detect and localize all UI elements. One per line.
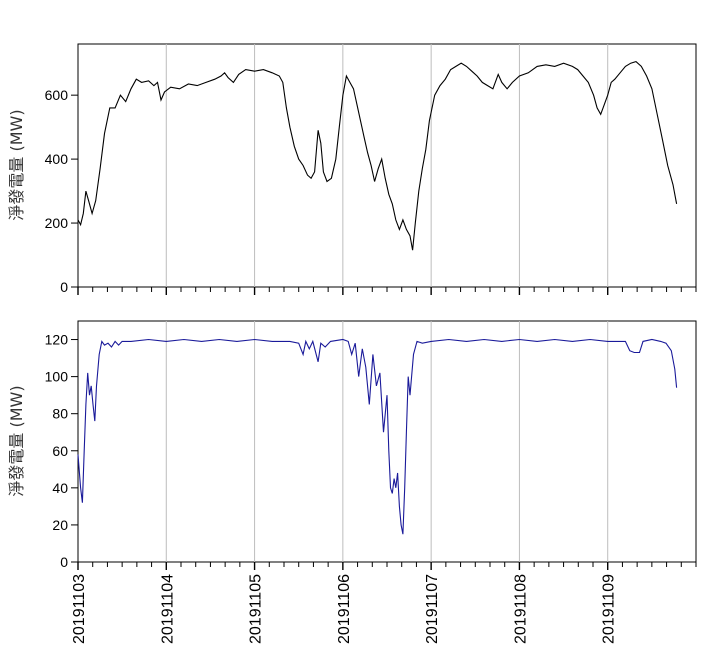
y-axis-label-top: 淨發電量 (MW) (7, 109, 26, 220)
y-axis-top: 0 200 400 600 (45, 87, 78, 295)
x-axis-top (77, 287, 697, 295)
y-tick-label: 200 (45, 215, 69, 231)
y-tick-label: 0 (60, 554, 68, 570)
x-axis-bottom (77, 562, 697, 570)
x-tick-label: 20191109 (601, 574, 618, 644)
y-tick-label: 40 (52, 480, 68, 496)
y-tick-label: 60 (52, 443, 68, 459)
y-tick-label: 600 (45, 87, 69, 103)
y-tick-label: 120 (45, 332, 69, 348)
y-axis-label-bottom: 淨發電量 (MW) (7, 385, 26, 496)
x-axis-date-labels: 20191103 20191104 20191105 20191106 20191107… (71, 574, 618, 644)
x-tick-label: 20191103 (71, 574, 88, 644)
y-tick-label: 20 (52, 517, 68, 533)
y-tick-label: 400 (45, 151, 69, 167)
y-tick-label: 80 (52, 406, 68, 422)
x-tick-label: 20191104 (159, 574, 176, 644)
y-tick-label: 0 (60, 279, 68, 295)
series-line-top (77, 60, 678, 251)
x-tick-label: 20191106 (336, 574, 353, 644)
chart-top-net-generation: 0 200 400 600 淨發電量 (MW) (7, 43, 697, 295)
y-tick-label: 100 (45, 369, 69, 385)
x-tick-label: 20191105 (248, 574, 265, 644)
series-line-bottom (77, 338, 678, 535)
grid-top (165, 44, 609, 287)
x-tick-label: 20191107 (424, 574, 441, 644)
y-axis-bottom: 0 20 40 60 80 100 120 (45, 332, 78, 570)
plot-frame-bottom (77, 320, 697, 563)
chart-bottom-net-generation: 0 20 40 60 80 100 120 淨發電量 (MW) (7, 320, 697, 570)
grid-bottom (165, 321, 609, 562)
plot-frame-top (77, 43, 697, 288)
x-tick-label: 20191108 (512, 574, 529, 644)
